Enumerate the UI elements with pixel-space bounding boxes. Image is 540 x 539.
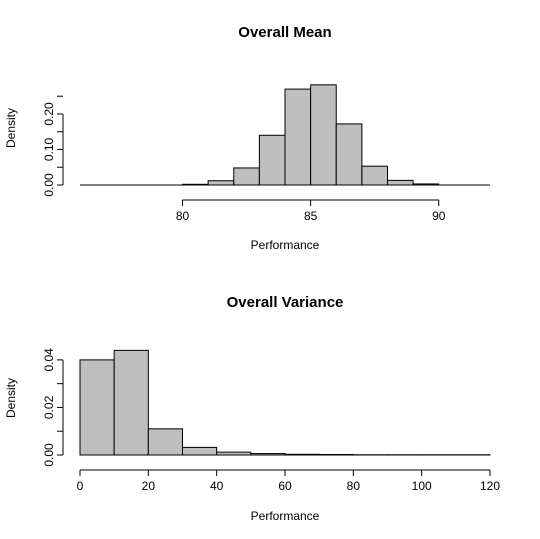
histogram-bar xyxy=(258,134,286,186)
histogram-bar xyxy=(113,349,149,456)
y-tick-label: 0.20 xyxy=(42,102,56,126)
histogram-bar xyxy=(335,123,363,186)
histogram-bar xyxy=(79,359,115,456)
x-tick-label: 85 xyxy=(304,209,318,223)
histogram-bar xyxy=(310,84,337,186)
histogram-bar xyxy=(182,446,218,456)
histogram-bar xyxy=(387,179,414,186)
histogram-bar xyxy=(207,180,235,186)
x-axis-label: Performance xyxy=(251,509,320,523)
y-tick-label: 0.02 xyxy=(42,395,56,419)
x-tick-label: 80 xyxy=(176,209,190,223)
x-tick-label: 60 xyxy=(278,479,292,493)
x-tick-label: 90 xyxy=(432,209,446,223)
chart-title: Overall Mean xyxy=(238,24,331,41)
x-tick-label: 0 xyxy=(77,479,84,493)
chart-overall-mean: Overall Mean Performance Density 80 85 90 0… xyxy=(4,24,490,252)
histogram-bar xyxy=(412,183,440,186)
x-tick-label: 120 xyxy=(480,479,500,493)
histogram-bar xyxy=(233,167,260,186)
axes: 80 85 90 0.00 0.10 0.20 xyxy=(42,95,446,223)
histogram-bar xyxy=(361,165,388,186)
y-axis-label: Density xyxy=(4,378,18,418)
histogram-bar xyxy=(284,453,320,456)
x-tick-label: 80 xyxy=(347,479,361,493)
x-tick-label: 20 xyxy=(142,479,156,493)
histogram-bar xyxy=(216,451,252,456)
histogram-bars xyxy=(79,349,491,456)
chart-title: Overall Variance xyxy=(227,294,344,311)
x-axis-label: Performance xyxy=(251,238,320,252)
histogram-bar xyxy=(250,453,286,456)
y-tick-label: 0.00 xyxy=(42,173,56,197)
histogram-bar xyxy=(182,183,209,186)
histogram-bar xyxy=(284,88,312,186)
x-tick-label: 40 xyxy=(210,479,224,493)
histogram-bars xyxy=(80,84,490,186)
axes: 0 20 40 60 80 100 120 0.00 0.02 0.04 xyxy=(42,348,500,493)
y-tick-label: 0.00 xyxy=(42,443,56,467)
y-tick-label: 0.10 xyxy=(42,137,56,161)
x-tick-label: 100 xyxy=(412,479,432,493)
histogram-bar xyxy=(147,428,183,456)
y-tick-label: 0.04 xyxy=(42,348,56,372)
y-axis-label: Density xyxy=(4,108,18,148)
chart-overall-variance: Overall Variance Performance Density 0 20… xyxy=(4,294,500,523)
